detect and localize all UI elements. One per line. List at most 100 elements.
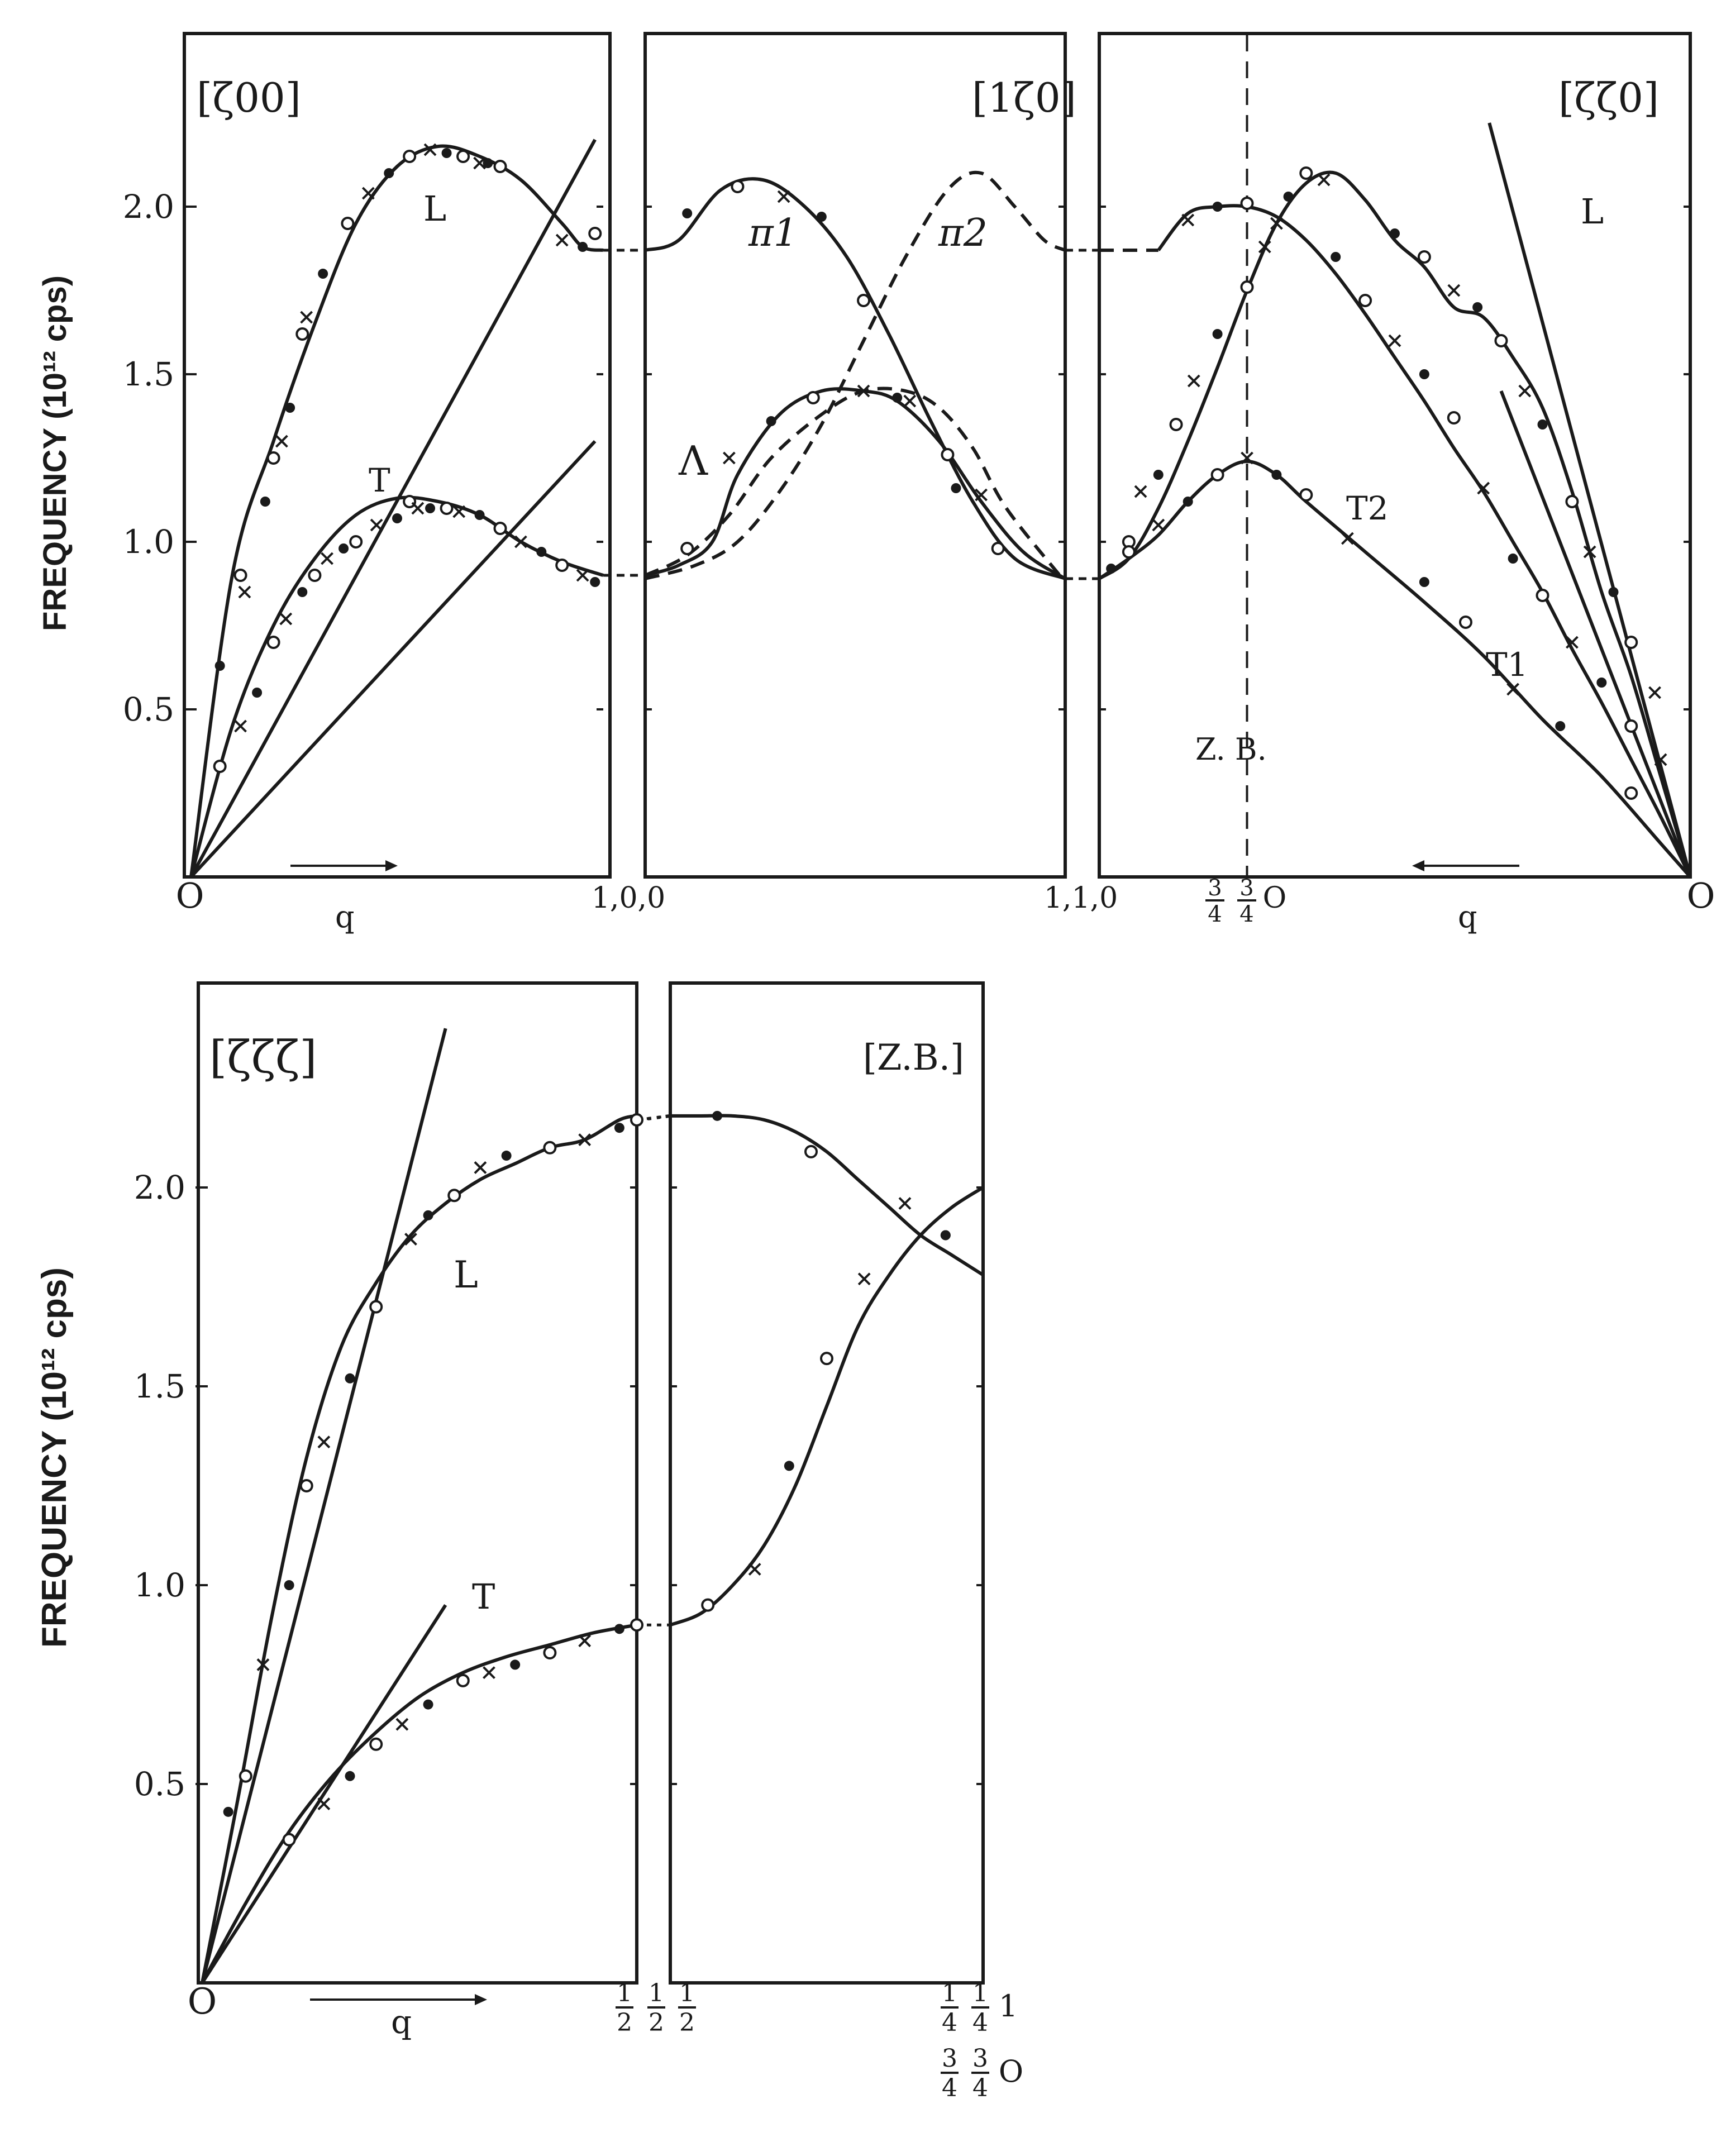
x-label-zb-frac2-num: 3 xyxy=(1239,875,1253,901)
bot-panel0-point-l-6 xyxy=(345,1373,355,1384)
top-panel0-point-t-13 xyxy=(411,502,425,515)
top-panel0-point-l-8 xyxy=(300,311,313,324)
panel-zetazeta0-frame xyxy=(1098,32,1692,879)
top-panel1-point-series-6 xyxy=(941,448,955,461)
top-panel2-point-t1-0 xyxy=(1122,545,1136,559)
top-panel2-point-l-20 xyxy=(1583,545,1596,559)
zb-end-den-1: 4 xyxy=(942,2009,957,2037)
bot-panel0-point-l-15 xyxy=(614,1123,624,1133)
top-panel2-point-l-8 xyxy=(1258,240,1271,254)
top-panel1-point-series-1 xyxy=(722,451,736,465)
top-panel1-point-1-5 xyxy=(903,394,917,408)
top-panel1-point-1-0 xyxy=(682,208,693,218)
bot-panel0-point-t-4 xyxy=(395,1718,409,1731)
top-panel1-point-series-0 xyxy=(680,542,694,555)
top-panel0-point-l-9 xyxy=(318,269,328,279)
bot-panel0-point-t-3 xyxy=(369,1737,383,1751)
top-panel2-point-t1-4 xyxy=(1241,451,1253,465)
top-panel2-point-l-17 xyxy=(1518,384,1532,398)
top-panel2-point-t2-13 xyxy=(1596,678,1607,688)
top-panel0-point-t-5 xyxy=(297,587,308,597)
top-panel0-point-l-1 xyxy=(233,569,247,582)
top-panel2-curve-l xyxy=(1098,170,1692,877)
top-panel2-point-l-18 xyxy=(1537,419,1548,430)
q-arrow-top-left xyxy=(290,860,398,871)
top-panel1-point-series-2 xyxy=(766,416,776,426)
top-panel0-curve-t-slope xyxy=(189,440,597,879)
bot-panel0-point-l-7 xyxy=(369,1300,383,1314)
top-panel2-point-l-4 xyxy=(1169,418,1183,431)
panel-1zeta0-title: [1ζ0] xyxy=(972,74,1076,121)
top-panel2-point-t1-10 xyxy=(1506,683,1520,696)
zb-end-den-2: 4 xyxy=(972,2009,988,2037)
top-panel2-point-l-2 xyxy=(1134,485,1147,498)
panel-zb-frame xyxy=(669,981,985,1985)
top-panel0-point-t-19 xyxy=(514,535,527,548)
top-panel1-point-1-7 xyxy=(991,542,1005,555)
x-label-zb-zero: O xyxy=(1263,881,1287,915)
panel-zetazetazeta-frame xyxy=(197,981,638,1985)
top-panel2-point-t2-4 xyxy=(1331,252,1341,262)
x-label-half-half-half: 1 2 1 2 1 2 xyxy=(616,1979,696,2037)
bot-panel0-point-t-11 xyxy=(614,1624,624,1634)
top-panel1-point-1-6 xyxy=(951,483,961,493)
top-panel2-point-t2-15 xyxy=(1654,753,1667,766)
half-num-1: 1 xyxy=(617,1979,632,2007)
x-label-origin-bottom: O xyxy=(188,1981,217,2023)
top-panel2-point-t1-6 xyxy=(1299,488,1313,502)
lower-points xyxy=(223,1110,951,1847)
bot-panel0-point-l-16 xyxy=(630,1113,643,1127)
top-panel0-point-t-17 xyxy=(474,510,485,520)
top-panel2-point-t2-11 xyxy=(1536,589,1549,602)
bot-panel1-curve-connector xyxy=(638,1114,671,1122)
bot-panel0-point-l-2 xyxy=(256,1658,270,1671)
top-panel2-point-l-13 xyxy=(1417,250,1431,264)
bot-panel1-curve-upper xyxy=(670,1114,984,1277)
upper-ticks: 0.5 1.0 1.5 2.0 xyxy=(123,188,1690,728)
bot-panel0-curve-t-slope xyxy=(201,1604,447,1984)
x-label-zb-frac1-den: 4 xyxy=(1208,901,1222,927)
lower-curves xyxy=(201,1028,984,1984)
half-den-1: 2 xyxy=(617,2009,632,2037)
bot-panel0-point-l-8 xyxy=(404,1233,417,1246)
x-label-origin-left: O xyxy=(176,875,204,916)
label-T2: T2 xyxy=(1346,489,1389,527)
bot-panel0-point-t-2 xyxy=(345,1771,355,1781)
upper-points xyxy=(213,143,1667,800)
top-panel2-curve-t1 xyxy=(1098,459,1692,878)
bot-panel0-curve-l-slope xyxy=(201,1028,447,1983)
bot-ytick-label-3: 2.0 xyxy=(134,1168,185,1206)
top-panel1-point-1-3 xyxy=(816,212,827,222)
top-panel2-point-l-22 xyxy=(1624,636,1638,649)
zb-end-num-3: 3 xyxy=(942,2044,957,2073)
half-den-3: 2 xyxy=(679,2009,695,2037)
top-panel0-point-t-0 xyxy=(213,760,227,773)
upper-curves xyxy=(189,35,1692,879)
bot-panel0-point-t-7 xyxy=(483,1666,495,1680)
top-panel0-point-l-19 xyxy=(493,160,507,173)
top-panel2-point-l-0 xyxy=(1106,564,1117,574)
top-panel0-point-t-15 xyxy=(440,502,454,515)
bot-panel1-point-lower-3 xyxy=(820,1352,833,1366)
panel-zetazetazeta-title: [ζζζ] xyxy=(209,1031,317,1083)
top-panel1-point-series-3 xyxy=(806,391,820,404)
x-label-100: 1,0,0 xyxy=(592,881,665,915)
top-panel0-point-l-5 xyxy=(275,435,288,448)
zb-end-num-1: 1 xyxy=(942,1979,957,2007)
top-panel0-point-t-21 xyxy=(555,559,569,572)
bot-panel0-point-l-5 xyxy=(317,1435,331,1449)
top-panel0-point-l-4 xyxy=(266,451,280,465)
top-panel2-point-l-6 xyxy=(1212,329,1223,339)
top-panel2-point-l-23 xyxy=(1648,686,1661,699)
top-panel1-curve-2 xyxy=(645,170,1066,580)
bot-panel1-point-lower-1 xyxy=(748,1563,761,1576)
half-num-2: 1 xyxy=(649,1979,664,2007)
x-label-zb-frac2-den: 4 xyxy=(1239,901,1253,927)
bot-panel0-point-l-10 xyxy=(447,1189,461,1203)
top-panel0-point-l-17 xyxy=(473,156,487,170)
top-panel0-point-l-10 xyxy=(341,217,355,230)
bot-panel0-point-t-10 xyxy=(578,1634,592,1648)
top-panel2-point-l-19 xyxy=(1565,495,1579,508)
top-panel0-point-t-18 xyxy=(493,522,507,535)
bot-panel0-point-l-14 xyxy=(578,1133,592,1146)
